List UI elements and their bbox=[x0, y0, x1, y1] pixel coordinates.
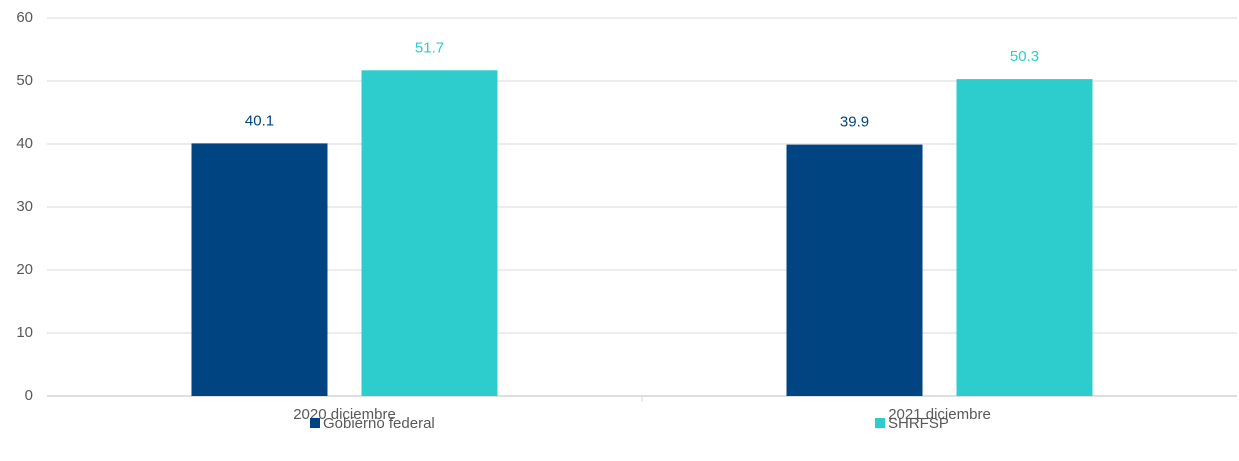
legend-swatch bbox=[875, 418, 885, 428]
y-tick-label: 20 bbox=[16, 261, 33, 278]
legend-label: SHRFSP bbox=[888, 415, 949, 432]
bar bbox=[786, 144, 923, 396]
bar bbox=[191, 143, 328, 396]
y-tick-label: 40 bbox=[16, 135, 33, 152]
data-label: 51.7 bbox=[415, 39, 444, 56]
legend-swatch bbox=[310, 418, 320, 428]
x-tick-label: 2021 diciembre bbox=[888, 406, 991, 423]
legend-label: Gobierno federal bbox=[323, 415, 435, 432]
data-label: 40.1 bbox=[245, 112, 274, 129]
y-tick-label: 30 bbox=[16, 198, 33, 215]
data-label: 39.9 bbox=[840, 114, 869, 131]
data-label: 50.3 bbox=[1010, 48, 1039, 65]
bar bbox=[361, 70, 498, 396]
y-tick-label: 60 bbox=[16, 9, 33, 26]
y-tick-label: 0 bbox=[25, 387, 33, 404]
bar bbox=[956, 79, 1093, 397]
y-tick-label: 10 bbox=[16, 324, 33, 341]
y-tick-label: 50 bbox=[16, 72, 33, 89]
